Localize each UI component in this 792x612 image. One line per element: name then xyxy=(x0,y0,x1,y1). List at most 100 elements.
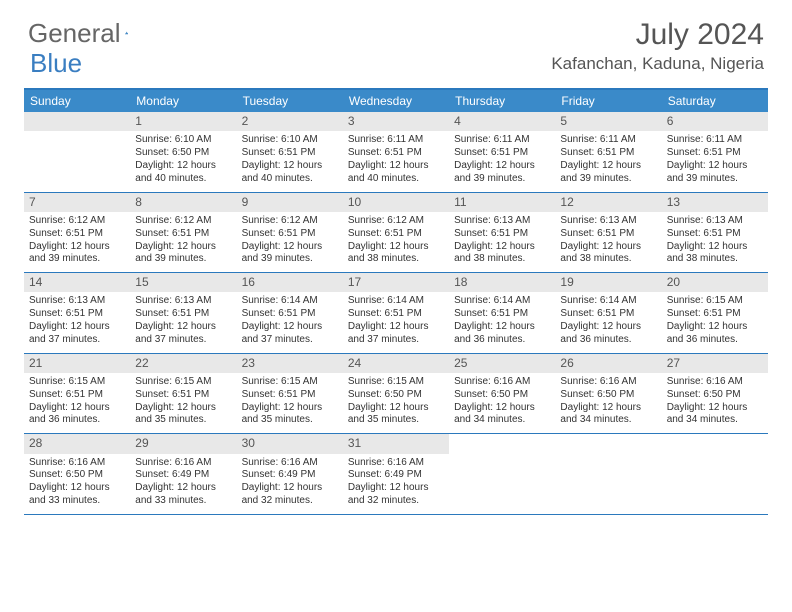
day-number: 24 xyxy=(343,354,449,373)
daylight-text: Daylight: 12 hours and 32 minutes. xyxy=(348,482,444,508)
brand-logo: General xyxy=(28,18,147,49)
sunrise-text: Sunrise: 6:12 AM xyxy=(135,215,231,228)
sunset-text: Sunset: 6:51 PM xyxy=(242,147,338,160)
sunrise-text: Sunrise: 6:15 AM xyxy=(667,295,763,308)
daylight-text: Daylight: 12 hours and 36 minutes. xyxy=(454,321,550,347)
day-cell: 19Sunrise: 6:14 AMSunset: 6:51 PMDayligh… xyxy=(555,273,661,353)
sunrise-text: Sunrise: 6:14 AM xyxy=(242,295,338,308)
sunrise-text: Sunrise: 6:15 AM xyxy=(242,376,338,389)
sunrise-text: Sunrise: 6:14 AM xyxy=(454,295,550,308)
week-row: 21Sunrise: 6:15 AMSunset: 6:51 PMDayligh… xyxy=(24,354,768,435)
day-cell xyxy=(449,434,555,514)
sunset-text: Sunset: 6:51 PM xyxy=(135,308,231,321)
day-cell: 15Sunrise: 6:13 AMSunset: 6:51 PMDayligh… xyxy=(130,273,236,353)
day-cell: 7Sunrise: 6:12 AMSunset: 6:51 PMDaylight… xyxy=(24,193,130,273)
sunset-text: Sunset: 6:51 PM xyxy=(454,147,550,160)
day-number: 8 xyxy=(130,193,236,212)
day-number: 17 xyxy=(343,273,449,292)
sunset-text: Sunset: 6:51 PM xyxy=(667,147,763,160)
sunrise-text: Sunrise: 6:12 AM xyxy=(29,215,125,228)
sunset-text: Sunset: 6:51 PM xyxy=(348,308,444,321)
sunset-text: Sunset: 6:51 PM xyxy=(135,228,231,241)
weekday-header: Tuesday xyxy=(237,90,343,112)
day-number: 1 xyxy=(130,112,236,131)
day-cell xyxy=(24,112,130,192)
sunset-text: Sunset: 6:49 PM xyxy=(242,469,338,482)
day-number: 28 xyxy=(24,434,130,453)
day-cell: 27Sunrise: 6:16 AMSunset: 6:50 PMDayligh… xyxy=(662,354,768,434)
sunrise-text: Sunrise: 6:16 AM xyxy=(135,457,231,470)
sunrise-text: Sunrise: 6:16 AM xyxy=(348,457,444,470)
calendar: SundayMondayTuesdayWednesdayThursdayFrid… xyxy=(24,88,768,515)
brand-part1: General xyxy=(28,18,121,49)
weekday-header: Thursday xyxy=(449,90,555,112)
daylight-text: Daylight: 12 hours and 33 minutes. xyxy=(29,482,125,508)
sunrise-text: Sunrise: 6:11 AM xyxy=(348,134,444,147)
day-cell: 17Sunrise: 6:14 AMSunset: 6:51 PMDayligh… xyxy=(343,273,449,353)
sail-icon xyxy=(125,23,128,43)
daylight-text: Daylight: 12 hours and 37 minutes. xyxy=(135,321,231,347)
day-cell: 4Sunrise: 6:11 AMSunset: 6:51 PMDaylight… xyxy=(449,112,555,192)
day-cell: 18Sunrise: 6:14 AMSunset: 6:51 PMDayligh… xyxy=(449,273,555,353)
day-cell: 14Sunrise: 6:13 AMSunset: 6:51 PMDayligh… xyxy=(24,273,130,353)
day-cell: 2Sunrise: 6:10 AMSunset: 6:51 PMDaylight… xyxy=(237,112,343,192)
day-cell: 3Sunrise: 6:11 AMSunset: 6:51 PMDaylight… xyxy=(343,112,449,192)
day-cell: 5Sunrise: 6:11 AMSunset: 6:51 PMDaylight… xyxy=(555,112,661,192)
sunset-text: Sunset: 6:50 PM xyxy=(667,389,763,402)
day-cell: 30Sunrise: 6:16 AMSunset: 6:49 PMDayligh… xyxy=(237,434,343,514)
day-number: 22 xyxy=(130,354,236,373)
day-number: 14 xyxy=(24,273,130,292)
daylight-text: Daylight: 12 hours and 38 minutes. xyxy=(454,241,550,267)
day-cell xyxy=(662,434,768,514)
sunset-text: Sunset: 6:49 PM xyxy=(348,469,444,482)
week-row: 14Sunrise: 6:13 AMSunset: 6:51 PMDayligh… xyxy=(24,273,768,354)
daylight-text: Daylight: 12 hours and 34 minutes. xyxy=(560,402,656,428)
day-number: 13 xyxy=(662,193,768,212)
day-number: 16 xyxy=(237,273,343,292)
sunrise-text: Sunrise: 6:13 AM xyxy=(667,215,763,228)
day-cell: 13Sunrise: 6:13 AMSunset: 6:51 PMDayligh… xyxy=(662,193,768,273)
daylight-text: Daylight: 12 hours and 39 minutes. xyxy=(29,241,125,267)
day-number: 6 xyxy=(662,112,768,131)
day-number: 29 xyxy=(130,434,236,453)
sunrise-text: Sunrise: 6:14 AM xyxy=(560,295,656,308)
day-number: 5 xyxy=(555,112,661,131)
day-number: 26 xyxy=(555,354,661,373)
sunset-text: Sunset: 6:51 PM xyxy=(667,308,763,321)
daylight-text: Daylight: 12 hours and 39 minutes. xyxy=(667,160,763,186)
day-cell: 1Sunrise: 6:10 AMSunset: 6:50 PMDaylight… xyxy=(130,112,236,192)
sunset-text: Sunset: 6:51 PM xyxy=(667,228,763,241)
sunrise-text: Sunrise: 6:16 AM xyxy=(29,457,125,470)
sunrise-text: Sunrise: 6:13 AM xyxy=(29,295,125,308)
daylight-text: Daylight: 12 hours and 34 minutes. xyxy=(667,402,763,428)
day-cell: 20Sunrise: 6:15 AMSunset: 6:51 PMDayligh… xyxy=(662,273,768,353)
day-cell xyxy=(555,434,661,514)
day-number: 25 xyxy=(449,354,555,373)
daylight-text: Daylight: 12 hours and 40 minutes. xyxy=(242,160,338,186)
sunset-text: Sunset: 6:50 PM xyxy=(560,389,656,402)
sunrise-text: Sunrise: 6:11 AM xyxy=(667,134,763,147)
week-row: 1Sunrise: 6:10 AMSunset: 6:50 PMDaylight… xyxy=(24,112,768,193)
day-number: 7 xyxy=(24,193,130,212)
sunrise-text: Sunrise: 6:12 AM xyxy=(242,215,338,228)
daylight-text: Daylight: 12 hours and 39 minutes. xyxy=(560,160,656,186)
day-number: 27 xyxy=(662,354,768,373)
daylight-text: Daylight: 12 hours and 38 minutes. xyxy=(560,241,656,267)
day-cell: 29Sunrise: 6:16 AMSunset: 6:49 PMDayligh… xyxy=(130,434,236,514)
day-number: 9 xyxy=(237,193,343,212)
day-number: 12 xyxy=(555,193,661,212)
weekday-header: Saturday xyxy=(662,90,768,112)
daylight-text: Daylight: 12 hours and 40 minutes. xyxy=(135,160,231,186)
day-number xyxy=(24,112,130,131)
sunrise-text: Sunrise: 6:13 AM xyxy=(135,295,231,308)
sunrise-text: Sunrise: 6:15 AM xyxy=(135,376,231,389)
sunset-text: Sunset: 6:51 PM xyxy=(560,147,656,160)
day-number: 20 xyxy=(662,273,768,292)
sunrise-text: Sunrise: 6:16 AM xyxy=(560,376,656,389)
sunset-text: Sunset: 6:51 PM xyxy=(348,228,444,241)
sunrise-text: Sunrise: 6:16 AM xyxy=(454,376,550,389)
day-cell: 16Sunrise: 6:14 AMSunset: 6:51 PMDayligh… xyxy=(237,273,343,353)
daylight-text: Daylight: 12 hours and 39 minutes. xyxy=(135,241,231,267)
daylight-text: Daylight: 12 hours and 32 minutes. xyxy=(242,482,338,508)
sunset-text: Sunset: 6:50 PM xyxy=(348,389,444,402)
